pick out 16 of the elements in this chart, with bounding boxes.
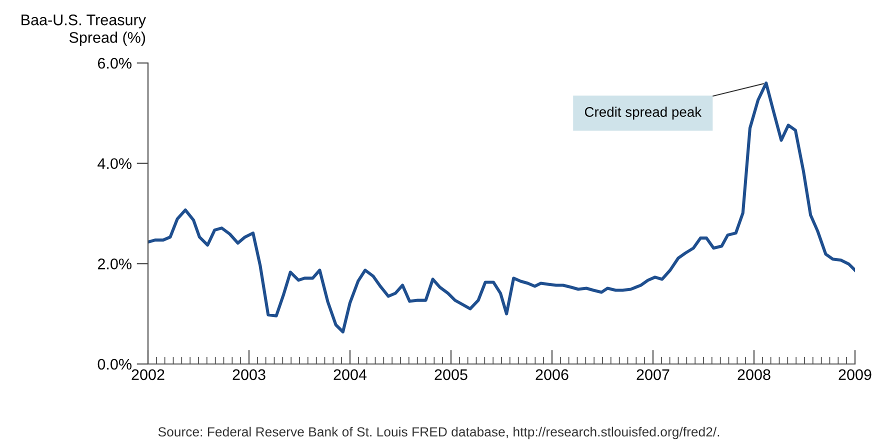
x-tick-label: 2007: [636, 369, 670, 380]
x-tick-label: 2005: [434, 369, 468, 380]
x-tick-label: 2004: [334, 369, 367, 380]
line-series: [148, 82, 855, 334]
source-note: Source: Federal Reserve Bank of St. Louis FRED database, http://research.stlouisfed.org/fred2/.: [158, 426, 720, 440]
annotation: Credit spread peak: [584, 106, 702, 120]
y-axis-title: Baa-U.S. Treasury Spread (%): [22, 14, 146, 46]
x-tick-label: 2008: [738, 369, 770, 380]
y-tick-label: 4.0%: [98, 158, 132, 170]
x-tick-label: 2003: [232, 369, 266, 380]
y-tick-label: 2.0%: [98, 258, 132, 270]
y-tick-label: 6.0%: [98, 58, 132, 69]
x-tick-label: 2006: [536, 369, 568, 380]
x-tick-label: 2009: [838, 369, 872, 380]
y-tick-label: 0.0%: [98, 358, 132, 370]
x-tick-label: 2002: [132, 369, 164, 380]
